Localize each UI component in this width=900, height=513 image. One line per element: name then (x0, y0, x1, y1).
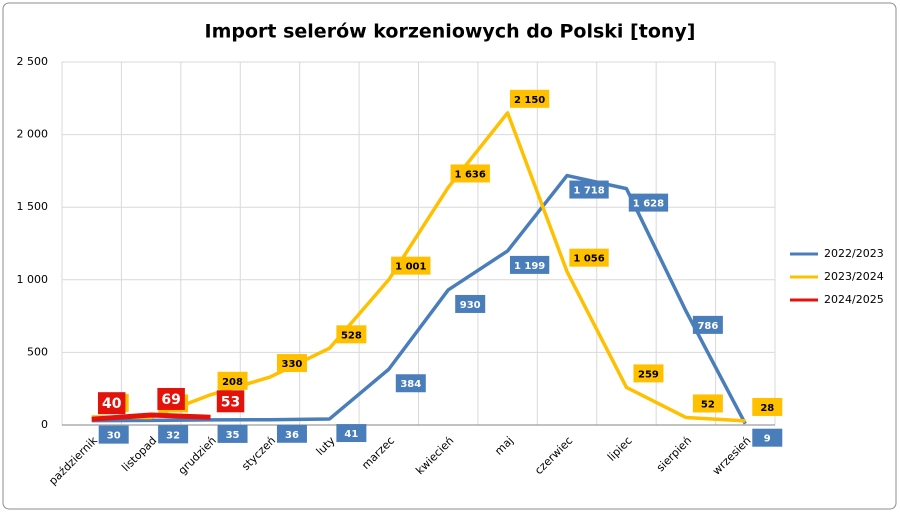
value-label-box (336, 424, 367, 443)
y-tick-label: 0 (41, 418, 48, 431)
value-label: 9 (764, 434, 771, 445)
value-label-box (569, 248, 609, 267)
value-label: 528 (341, 330, 362, 341)
value-label: 36 (285, 430, 299, 441)
value-label-box (752, 397, 783, 416)
legend-label: 2024/2025 (824, 293, 884, 306)
value-label-box (509, 89, 550, 108)
value-label: 259 (638, 369, 659, 380)
value-label-box (450, 164, 490, 183)
value-label: 52 (701, 399, 715, 410)
value-label-box (276, 354, 307, 373)
value-label-box (692, 394, 723, 413)
value-label: 28 (760, 403, 774, 414)
value-label-box (98, 425, 129, 444)
value-label: 1 001 (395, 262, 426, 273)
value-label: 30 (107, 431, 121, 442)
value-label-box (633, 364, 664, 383)
value-label: 2 150 (514, 95, 545, 106)
value-label: 1 718 (573, 186, 604, 197)
chart-title: Import selerów korzeniowych do Polski [t… (205, 21, 696, 43)
series-line (91, 412, 211, 422)
series-line (91, 111, 746, 423)
value-label: 786 (697, 321, 718, 332)
value-label-box (217, 371, 248, 390)
value-label-box (455, 294, 486, 313)
value-label-box (97, 392, 126, 415)
value-label-box (336, 325, 367, 344)
y-tick-label: 2 500 (17, 55, 49, 68)
value-label: 1 199 (514, 261, 545, 272)
value-label-box (216, 390, 245, 413)
y-tick-label: 2 000 (17, 128, 49, 141)
value-label-box (628, 193, 669, 212)
y-tick-label: 1 000 (17, 273, 49, 286)
value-label-box (391, 256, 431, 275)
value-label: 35 (226, 430, 240, 441)
value-label: 40 (102, 396, 122, 412)
y-tick-label: 500 (27, 345, 48, 358)
value-label-box (569, 180, 609, 199)
value-label: 930 (460, 300, 481, 311)
value-label-box (157, 387, 185, 410)
legend-label: 2023/2024 (824, 270, 884, 283)
y-tick-label: 1 500 (17, 200, 49, 213)
value-label-box (752, 428, 783, 447)
value-label-box (158, 425, 189, 444)
value-label-box (395, 374, 426, 393)
value-label-box (509, 255, 550, 274)
legend-label: 2022/2023 (824, 247, 884, 260)
value-label-box (692, 315, 723, 334)
value-label: 384 (400, 379, 421, 390)
value-label: 1 636 (455, 169, 486, 180)
value-label: 330 (282, 359, 303, 370)
value-label: 208 (222, 377, 243, 388)
value-label: 41 (344, 429, 358, 440)
value-label: 69 (161, 392, 180, 408)
value-label: 32 (166, 430, 180, 441)
value-label: 1 056 (573, 254, 604, 265)
value-label-box (217, 424, 248, 443)
value-label: 53 (221, 394, 240, 410)
value-label-box (276, 424, 307, 443)
value-label: 1 628 (633, 199, 664, 210)
